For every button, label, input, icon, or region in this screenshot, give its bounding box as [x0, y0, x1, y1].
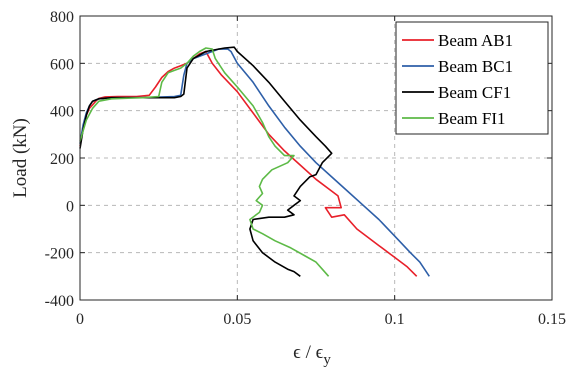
legend-label: Beam FI1 [438, 109, 506, 128]
y-tick-label: 400 [50, 104, 74, 121]
y-tick-label: 200 [50, 151, 74, 168]
y-tick-label: 600 [50, 56, 74, 73]
legend: Beam AB1 Beam BC1 Beam CF1 Beam FI1 [395, 21, 549, 135]
legend-label: Beam CF1 [438, 83, 511, 102]
x-axis-label-main: ϵ / ϵ [293, 342, 323, 363]
legend-label: Beam BC1 [438, 57, 513, 76]
y-tick-label: 800 [50, 9, 74, 26]
y-axis-label: Load (kN) [10, 118, 31, 198]
y-tick-label: 0 [66, 198, 74, 215]
x-tick-label: 0.1 [385, 311, 405, 328]
series-line-beam-fi1 [79, 47, 330, 277]
x-tick-label: 0 [76, 311, 84, 328]
y-tick-label: -400 [45, 293, 74, 310]
x-axis-label-subscript: y [323, 352, 331, 368]
ticks [79, 15, 553, 301]
legend-label: Beam AB1 [438, 31, 513, 50]
x-axis-label: ϵ / ϵy [293, 342, 331, 368]
x-tick-label: 0.15 [538, 311, 566, 328]
y-tick-label: -200 [45, 246, 74, 263]
x-tick-label: 0.05 [223, 311, 251, 328]
tick-labels: 0 0.05 0.1 0.15 -400 -200 0 200 400 600 800 [45, 9, 566, 328]
plot-series [79, 46, 430, 277]
